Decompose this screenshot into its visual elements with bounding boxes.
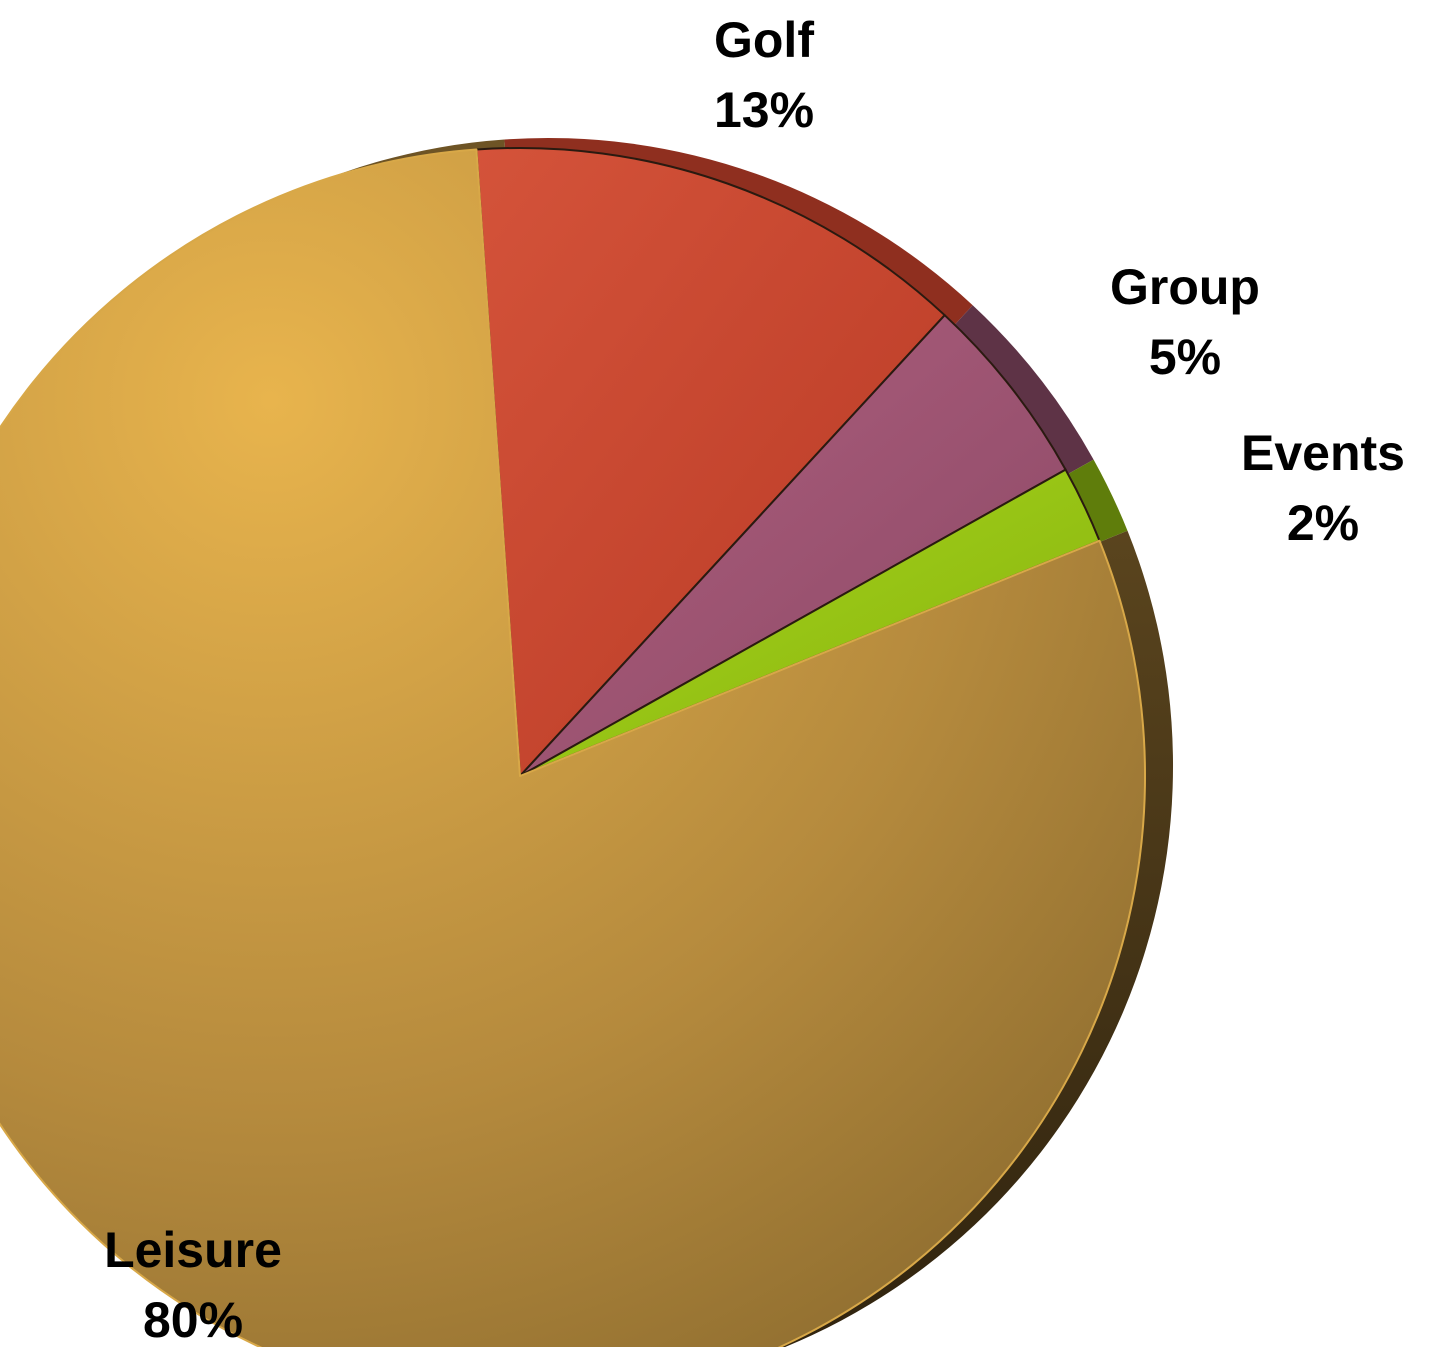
pie-slice-group — [519, 314, 1067, 777]
slice-name-group: Group — [1110, 259, 1260, 315]
slice-label-group: Group 5% — [1110, 259, 1260, 385]
slice-label-events: Events 2% — [1241, 425, 1405, 551]
slice-name-events: Events — [1241, 425, 1405, 481]
slice-name-leisure: Leisure — [104, 1222, 282, 1278]
pie-slices — [0, 146, 1146, 1347]
slice-name-golf: Golf — [714, 12, 814, 68]
slice-label-golf: Golf 13% — [714, 12, 814, 138]
slice-value-leisure: 80% — [143, 1292, 243, 1347]
pie-slice-leisure — [0, 148, 1146, 1347]
pie-slice-golf — [475, 146, 946, 777]
slice-label-leisure: Leisure 80% — [104, 1222, 282, 1347]
slice-value-golf: 13% — [714, 82, 814, 138]
slice-value-group: 5% — [1149, 329, 1221, 385]
slice-value-events: 2% — [1287, 495, 1359, 551]
